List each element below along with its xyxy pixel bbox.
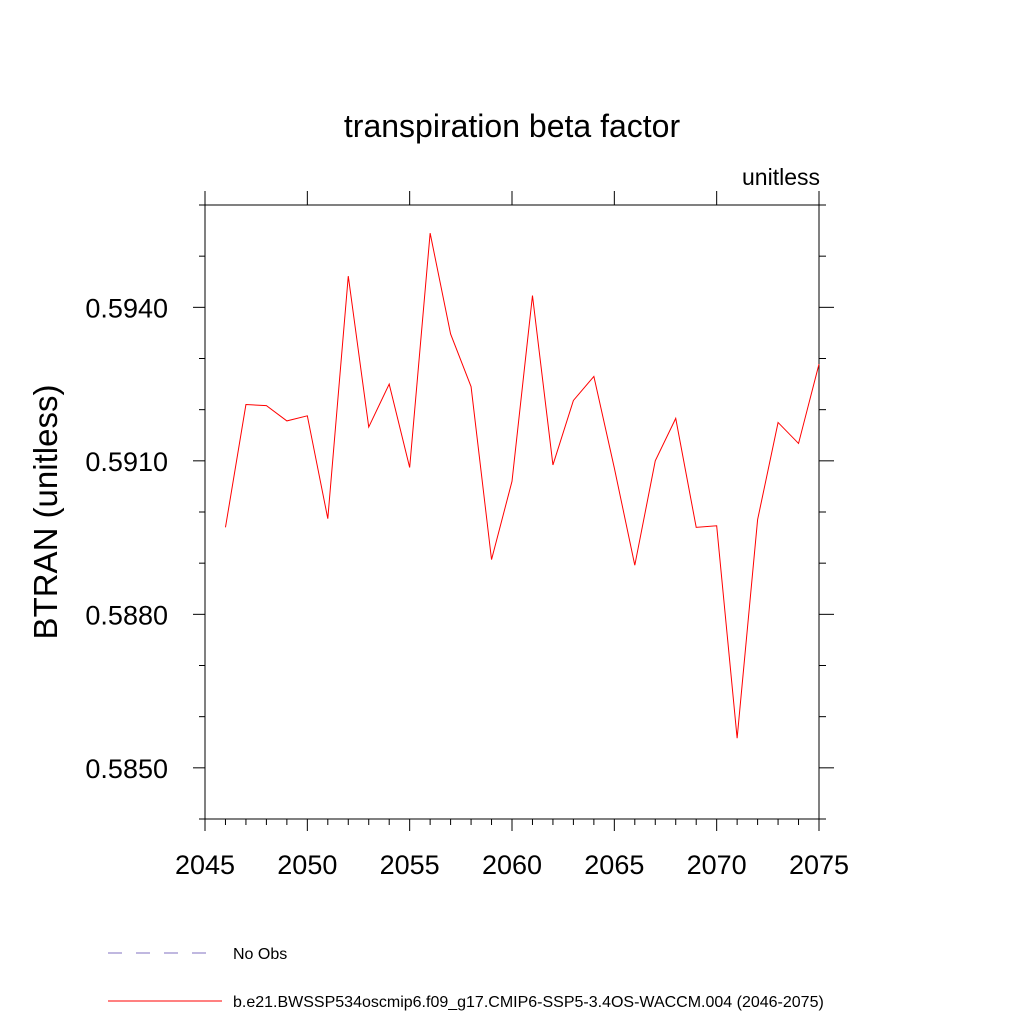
legend-label-series: b.e21.BWSSP534oscmip6.f09_g17.CMIP6-SSP5… (233, 994, 824, 1011)
y-axis-label: BTRAN (unitless) (27, 385, 64, 640)
legend-label-no-obs: No Obs (233, 946, 287, 963)
chart-title: transpiration beta factor (344, 108, 681, 144)
x-tick-label: 2065 (584, 850, 644, 880)
x-tick-label: 2045 (175, 850, 235, 880)
series-line (224, 233, 820, 739)
y-tick-label: 0.5940 (85, 293, 168, 323)
x-tick-label: 2075 (789, 850, 849, 880)
y-tick-label: 0.5880 (85, 600, 168, 630)
y-tick-label: 0.5910 (85, 447, 168, 477)
y-tick-label: 0.5850 (85, 754, 168, 784)
x-tick-label: 2070 (687, 850, 747, 880)
x-tick-label: 2055 (380, 850, 440, 880)
plot-frame (204, 204, 820, 820)
units-label: unitless (742, 164, 820, 190)
data-series (224, 233, 820, 739)
axis-ticks (193, 191, 834, 831)
y-tick-labels: 0.5850 0.5880 0.5910 0.5940 (85, 293, 168, 783)
x-tick-label: 2060 (482, 850, 542, 880)
x-tick-label: 2050 (277, 850, 337, 880)
legend: No Obs b.e21.BWSSP534oscmip6.f09_g17.CMI… (108, 946, 824, 1011)
x-tick-labels: 2045 2050 2055 2060 2065 2070 2075 (175, 850, 849, 880)
